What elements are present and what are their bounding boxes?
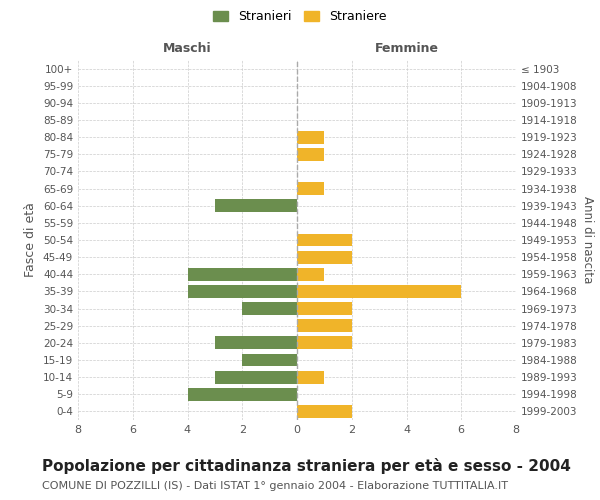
Bar: [297, 285, 461, 298]
Y-axis label: Fasce di età: Fasce di età: [25, 202, 37, 278]
Bar: [242, 302, 297, 315]
Bar: [297, 234, 352, 246]
Bar: [242, 354, 297, 366]
Legend: Stranieri, Straniere: Stranieri, Straniere: [209, 6, 391, 26]
Bar: [297, 182, 325, 195]
Y-axis label: Anni di nascita: Anni di nascita: [581, 196, 594, 284]
Bar: [215, 200, 297, 212]
Bar: [297, 268, 325, 280]
Bar: [297, 130, 325, 143]
Bar: [215, 336, 297, 349]
Bar: [187, 388, 297, 400]
Bar: [297, 405, 352, 418]
Bar: [297, 148, 325, 160]
Bar: [297, 250, 352, 264]
Bar: [297, 320, 352, 332]
Text: Popolazione per cittadinanza straniera per età e sesso - 2004: Popolazione per cittadinanza straniera p…: [42, 458, 571, 473]
Bar: [297, 302, 352, 315]
Bar: [215, 370, 297, 384]
Bar: [297, 370, 325, 384]
Bar: [187, 285, 297, 298]
Text: COMUNE DI POZZILLI (IS) - Dati ISTAT 1° gennaio 2004 - Elaborazione TUTTITALIA.I: COMUNE DI POZZILLI (IS) - Dati ISTAT 1° …: [42, 481, 508, 491]
Bar: [297, 336, 352, 349]
Bar: [187, 268, 297, 280]
